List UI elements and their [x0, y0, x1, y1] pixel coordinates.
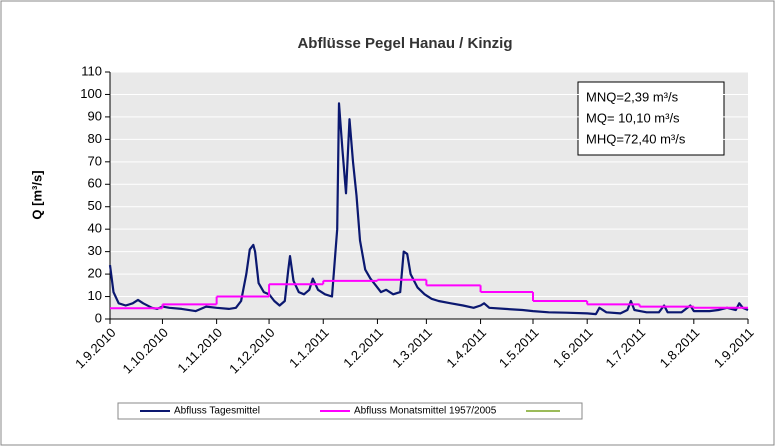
- chart-title: Abflüsse Pegel Hanau / Kinzig: [297, 35, 512, 52]
- y-tick-label: 60: [88, 176, 102, 191]
- y-tick-label: 100: [80, 86, 102, 101]
- annotation: MHQ=72,40 m³/s: [586, 131, 686, 146]
- y-tick-label: 0: [95, 310, 102, 325]
- y-axis-label: Q [m³/s]: [29, 170, 44, 219]
- y-tick-label: 110: [81, 63, 102, 78]
- y-tick-label: 70: [88, 153, 102, 168]
- legend-label: Abfluss Tagesmittel: [174, 406, 260, 417]
- legend-label: Abfluss Monatsmittel 1957/2005: [354, 406, 497, 417]
- y-tick-label: 30: [88, 243, 102, 258]
- y-tick-label: 80: [88, 131, 102, 146]
- y-tick-label: 90: [88, 108, 102, 123]
- annotation: MQ= 10,10 m³/s: [586, 110, 680, 125]
- annotation: MNQ=2,39 m³/s: [586, 89, 679, 104]
- y-tick-label: 10: [88, 288, 102, 303]
- y-tick-label: 50: [88, 198, 102, 213]
- y-tick-label: 40: [88, 221, 102, 236]
- y-tick-label: 20: [88, 266, 102, 281]
